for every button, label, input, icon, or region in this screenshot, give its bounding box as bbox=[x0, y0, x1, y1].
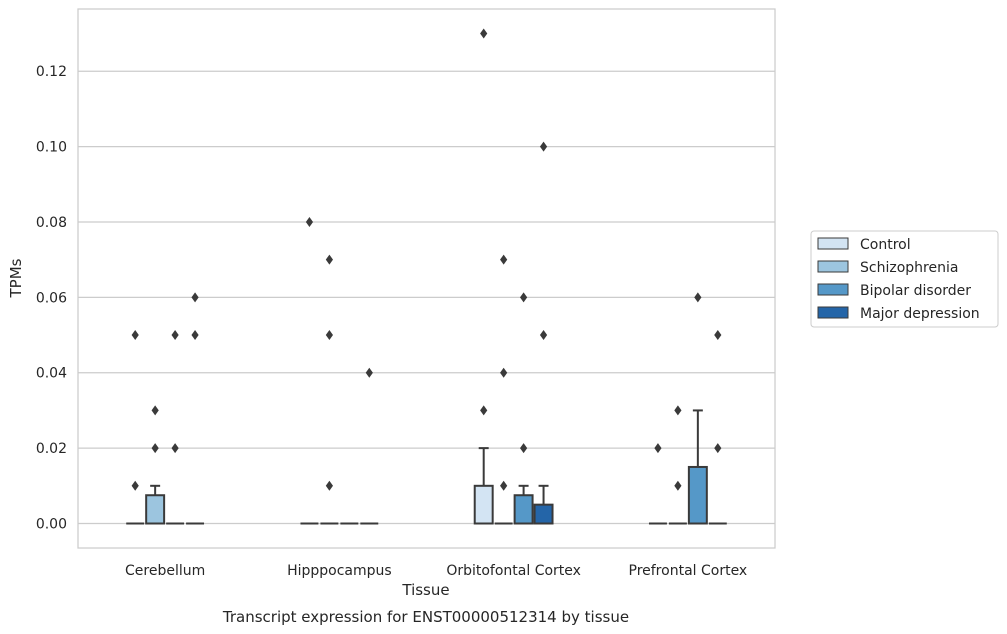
legend-swatch bbox=[817, 283, 849, 296]
x-tick-label: Prefrontal Cortex bbox=[629, 563, 748, 579]
legend-label: Control bbox=[860, 237, 911, 253]
box bbox=[513, 292, 534, 525]
x-axis-label: Tissue bbox=[401, 581, 449, 599]
y-axis-label: TPMs bbox=[7, 258, 25, 298]
outlier-point bbox=[674, 405, 682, 416]
legend-swatch bbox=[817, 306, 849, 319]
box bbox=[126, 330, 145, 525]
x-tick-label: Cerebellum bbox=[125, 563, 205, 579]
y-tick-label: 0.00 bbox=[36, 517, 67, 533]
outlier-point bbox=[714, 330, 722, 341]
boxes bbox=[126, 28, 727, 525]
outlier-point bbox=[500, 367, 508, 378]
legend-label: Bipolar disorder bbox=[860, 283, 971, 299]
outlier-point bbox=[520, 443, 528, 454]
outlier-point bbox=[500, 254, 508, 265]
outlier-point bbox=[480, 28, 488, 39]
y-tick-label: 0.02 bbox=[36, 441, 67, 457]
grid-lines bbox=[78, 70, 775, 525]
box bbox=[145, 405, 166, 525]
plot-frame bbox=[77, 8, 776, 549]
box bbox=[320, 254, 339, 525]
legend-swatch bbox=[817, 237, 849, 250]
x-axis-ticks: Cerebellum Hipppocampus Orbitofontal Corte… bbox=[125, 563, 747, 579]
outlier-point bbox=[151, 405, 159, 416]
x-tick-label: Orbitofontal Cortex bbox=[446, 563, 581, 579]
box bbox=[166, 330, 185, 525]
outlier-point bbox=[480, 405, 488, 416]
outlier-point bbox=[694, 292, 702, 303]
legend-frame bbox=[810, 230, 999, 328]
box bbox=[360, 367, 379, 525]
legend-item: Bipolar disorder bbox=[817, 283, 971, 299]
outlier-point bbox=[131, 480, 139, 491]
outlier-point bbox=[654, 443, 662, 454]
y-tick-label: 0.12 bbox=[36, 64, 67, 80]
y-tick-label: 0.06 bbox=[36, 290, 67, 306]
legend-label: Schizophrenia bbox=[860, 260, 958, 276]
outlier-point bbox=[325, 480, 333, 491]
outlier-point bbox=[171, 330, 179, 341]
outlier-point bbox=[171, 443, 179, 454]
box-body bbox=[533, 503, 554, 525]
outlier-point bbox=[520, 292, 528, 303]
outlier-point bbox=[325, 330, 333, 341]
box bbox=[186, 292, 205, 525]
box bbox=[708, 330, 727, 525]
box bbox=[668, 405, 687, 525]
box-body bbox=[513, 494, 534, 525]
box-body bbox=[145, 494, 166, 525]
outlier-point bbox=[714, 443, 722, 454]
x-tick-label: Hipppocampus bbox=[287, 563, 392, 579]
box bbox=[533, 141, 554, 525]
outlier-point bbox=[131, 330, 139, 341]
outlier-point bbox=[365, 367, 373, 378]
y-tick-label: 0.04 bbox=[36, 366, 67, 382]
outlier-point bbox=[191, 292, 199, 303]
box bbox=[473, 28, 494, 525]
legend-label: Major depression bbox=[860, 306, 980, 322]
legend-items: Control Schizophrenia Bipolar disorder Majo… bbox=[817, 237, 980, 322]
box-body bbox=[687, 465, 708, 525]
y-tick-label: 0.08 bbox=[36, 215, 67, 231]
box bbox=[494, 254, 513, 525]
outlier-point bbox=[325, 254, 333, 265]
box-body bbox=[473, 484, 494, 525]
chart-caption: Transcript expression for ENST0000051231… bbox=[222, 608, 629, 626]
outlier-point bbox=[539, 330, 548, 341]
legend-swatch bbox=[817, 260, 849, 273]
legend: Control Schizophrenia Bipolar disorder Majo… bbox=[810, 230, 999, 328]
outlier-point bbox=[674, 480, 682, 491]
outlier-point bbox=[151, 443, 159, 454]
box bbox=[687, 292, 708, 525]
outlier-point bbox=[305, 216, 314, 227]
y-tick-label: 0.10 bbox=[36, 140, 67, 156]
legend-item: Schizophrenia bbox=[817, 260, 958, 276]
outlier-point bbox=[191, 330, 199, 341]
outlier-point bbox=[539, 141, 548, 152]
legend-item: Major depression bbox=[817, 306, 980, 322]
legend-item: Control bbox=[817, 237, 911, 253]
box bbox=[648, 443, 667, 525]
box bbox=[300, 216, 319, 525]
outlier-point bbox=[500, 480, 508, 491]
y-axis-ticks: 0.00 0.02 0.04 0.06 0.08 0.10 0.12 bbox=[36, 64, 67, 532]
